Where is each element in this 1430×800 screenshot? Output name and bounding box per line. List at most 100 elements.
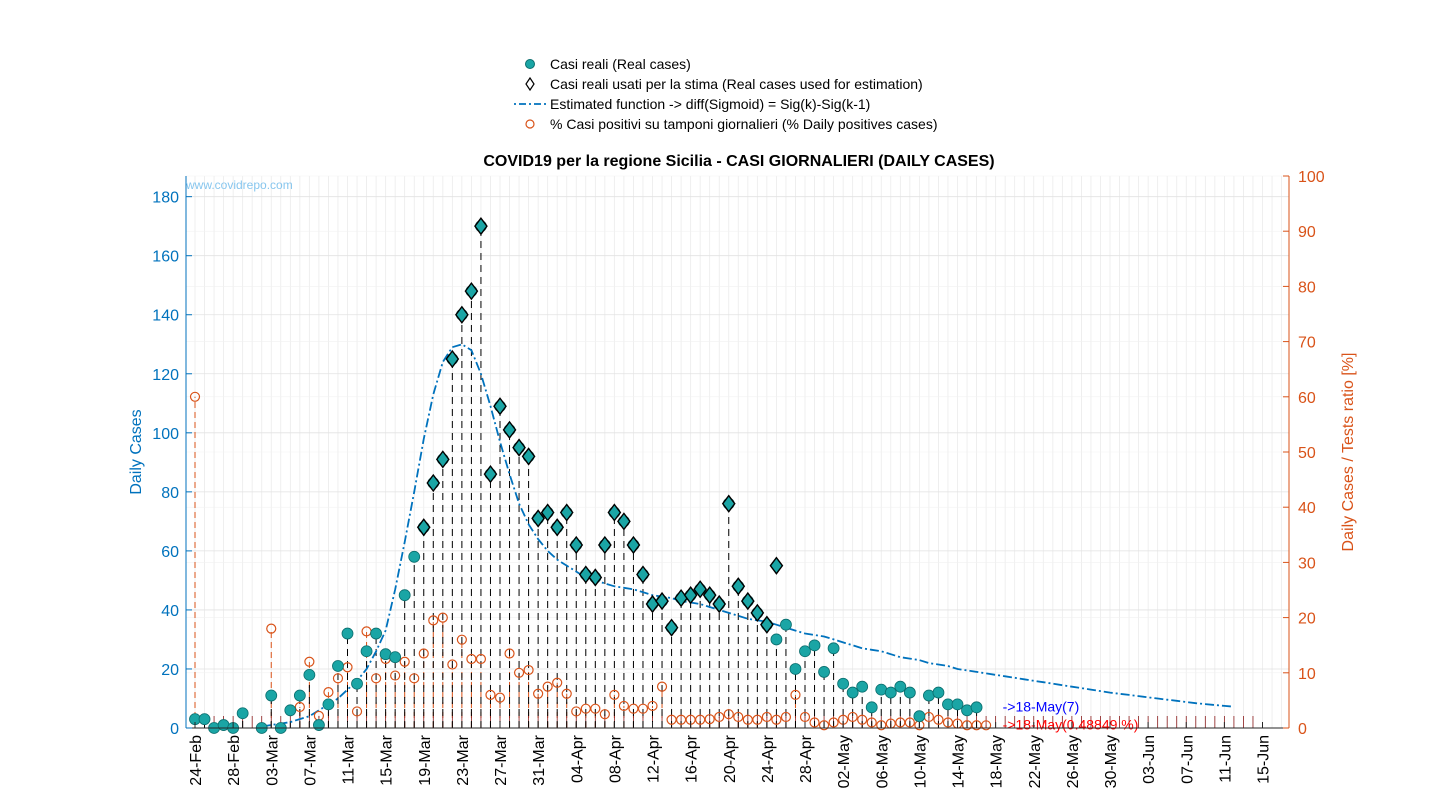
estimation-point: [521, 447, 536, 466]
estimation-point: [416, 518, 431, 537]
real-case-point: [236, 707, 249, 720]
y2-tick-label: 30: [1298, 555, 1316, 572]
ratio-point: [494, 692, 506, 703]
real-case-point: [370, 627, 382, 640]
estimation-point: [435, 450, 450, 469]
fit-curve-group: [261, 343, 1234, 728]
real-case-point: [856, 680, 869, 693]
ratio-point: [456, 634, 467, 645]
legend: Casi reali (Real cases) Casi reali usati…: [512, 54, 992, 134]
ratio-point: [542, 681, 553, 692]
ratio-point: [418, 648, 429, 659]
ratio-point: [847, 711, 858, 723]
x-tick-label: 20-Apr: [722, 734, 739, 783]
estimation-point: [626, 535, 641, 555]
y-tick-label: 160: [152, 249, 179, 266]
x-tick-label: 22-May: [1027, 735, 1044, 788]
ratio-point: [332, 673, 344, 684]
x-tick-label: 16-Apr: [684, 734, 701, 783]
ratio-point: [733, 711, 744, 723]
estimation-point: [750, 603, 765, 623]
open-circle-icon: [525, 119, 535, 129]
estimation-point: [464, 281, 479, 301]
estimation-point: [559, 503, 574, 522]
estimation-point: [588, 568, 603, 587]
x-tick-label: 07-Mar: [302, 734, 319, 785]
ratio-point: [437, 612, 448, 623]
legend-label: Casi reali usati per la stima (Real case…: [550, 76, 923, 92]
ratio-point: [189, 391, 201, 402]
estimation-point: [512, 438, 526, 457]
x-tick-label: 18-May: [989, 735, 1006, 788]
real-case-point: [894, 680, 907, 693]
ratio-point: [799, 711, 811, 723]
y-tick-label: 80: [161, 485, 179, 502]
y-tick-label: 40: [161, 603, 179, 620]
ratio-point: [428, 615, 439, 626]
y2-tick-label: 100: [1298, 169, 1325, 186]
estimation-point: [740, 591, 755, 611]
real-case-point: [389, 651, 402, 664]
real-case-point: [865, 701, 878, 714]
legend-label: Estimated function -> diff(Sigmoid) = Si…: [550, 96, 871, 112]
estimation-point: [607, 503, 622, 522]
real-case-point: [913, 710, 926, 723]
x-tick-label: 27-Mar: [493, 734, 510, 785]
ratio-point: [933, 714, 944, 725]
estimation-point: [502, 420, 517, 440]
real-case-point: [408, 550, 421, 563]
y2-tick-label: 40: [1298, 500, 1316, 517]
estimation-point: [597, 535, 612, 555]
x-tick-label: 26-May: [1065, 735, 1082, 788]
y2-tick-label: 70: [1298, 335, 1316, 352]
x-tick-label: 04-Apr: [569, 734, 586, 783]
real-case-point: [341, 627, 354, 640]
x-tick-label: 28-Feb: [226, 735, 243, 786]
estimation-point: [550, 518, 565, 537]
y2-tick-label: 80: [1298, 279, 1316, 296]
legend-item-estimation: Casi reali usati per la stima (Real case…: [512, 74, 992, 94]
ratio-point: [714, 711, 725, 723]
ratio-point: [809, 717, 820, 728]
ratio-point: [904, 717, 915, 728]
real-case-point: [770, 633, 783, 646]
ratio-point: [561, 688, 572, 699]
ratio-point: [790, 689, 801, 700]
ratio-point: [599, 709, 610, 720]
estimation-point: [721, 494, 736, 513]
legend-item-real: Casi reali (Real cases): [512, 54, 992, 74]
ratio-point: [637, 703, 649, 714]
ratio-point: [370, 673, 382, 684]
ratio-point: [857, 714, 868, 725]
estimation-point: [702, 585, 717, 605]
real-case-point: [360, 645, 373, 658]
real-case-point: [303, 668, 316, 681]
annotation-label: ->18-May(7): [1003, 698, 1080, 714]
estimation-point: [760, 615, 774, 634]
y2-tick-label: 10: [1298, 666, 1316, 683]
chart-title: COVID19 per la regione Sicilia - CASI GI…: [483, 153, 994, 170]
real-case-point: [837, 677, 850, 690]
ratio-point: [761, 711, 772, 723]
real-case-point: [808, 639, 821, 652]
estimation-point: [426, 473, 441, 493]
real-case-point: [780, 618, 792, 631]
ratio-point: [942, 717, 954, 728]
x-tick-label: 02-May: [836, 735, 853, 788]
x-tick-label: 28-Apr: [798, 734, 815, 783]
x-tick-label: 31-Mar: [531, 734, 548, 785]
ratio-point: [533, 688, 544, 699]
x-tick-label: 19-Mar: [417, 734, 434, 785]
ratio-point: [485, 689, 496, 700]
real-case-point: [846, 686, 859, 699]
ratio-point: [523, 664, 534, 676]
x-tick-label: 15-Jun: [1256, 735, 1273, 784]
y2-tick-label: 90: [1298, 224, 1316, 241]
ratio-point: [390, 670, 401, 681]
ratio-point: [618, 700, 630, 712]
annotation-label: ->18-May(0.48849 %): [1003, 716, 1139, 732]
x-tick-label: 15-Mar: [379, 734, 396, 785]
ratio-point: [399, 656, 410, 667]
ratio-point: [704, 714, 715, 725]
ratio-point: [409, 673, 420, 684]
